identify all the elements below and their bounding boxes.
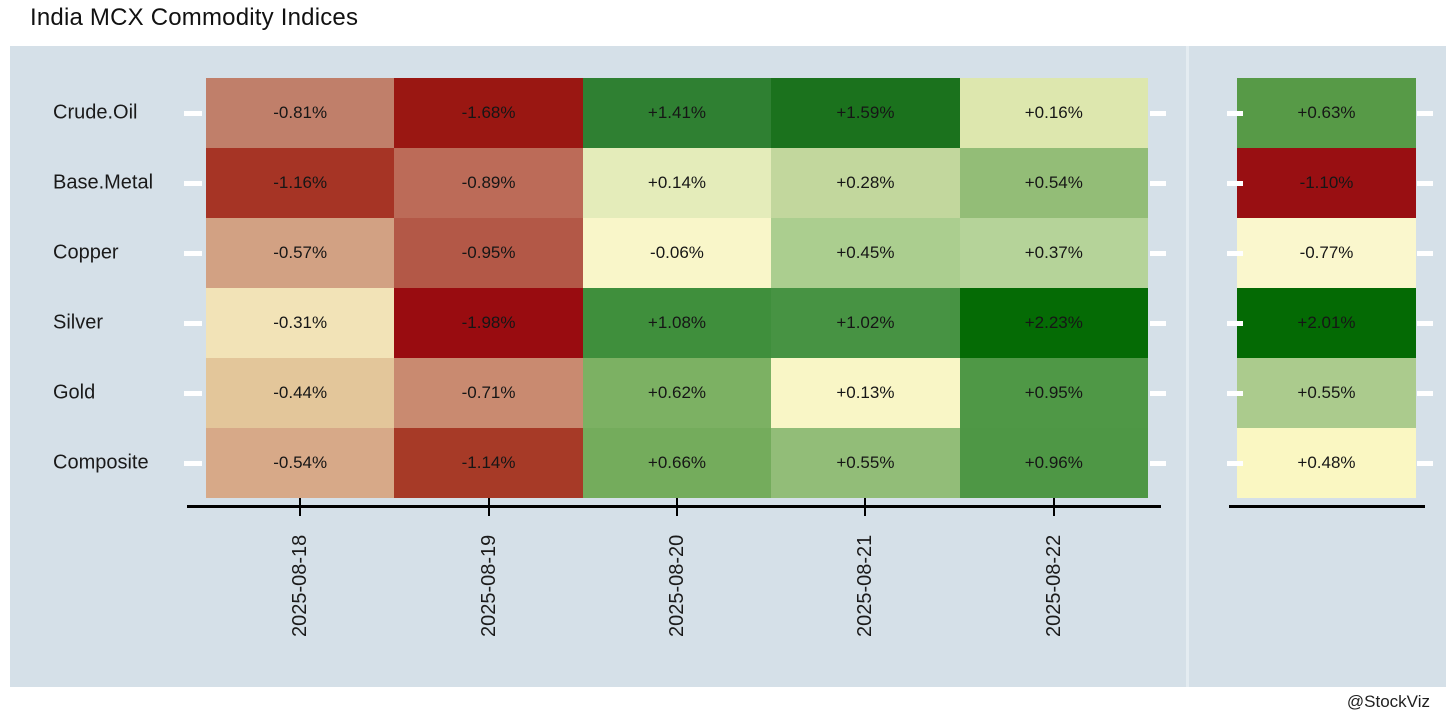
heatmap-cell: +1.41% [582,78,772,148]
x-axis-label: 2025-08-21 [854,534,877,637]
x-axis-line-summary [1229,505,1425,508]
summary-cell: -0.77% [1237,218,1416,288]
axis-tick-white [184,180,202,186]
x-axis-label: 2025-08-19 [477,534,500,637]
heatmap-cell: +1.59% [771,78,960,148]
heatmap-cell: -0.95% [394,218,583,288]
summary-cell: +0.55% [1237,358,1416,428]
axis-tick-white [184,390,202,396]
axis-tick-white [1150,110,1166,116]
row-label: Gold [53,381,96,404]
summary-cell: +0.63% [1237,78,1416,148]
axis-tick-white [1227,180,1243,186]
axis-tick-white [184,110,202,116]
axis-tick-white [1227,250,1243,256]
facet-divider [1186,46,1189,687]
heatmap-cell: -0.31% [206,288,395,358]
heatmap-cell: +0.95% [959,358,1148,428]
axis-tick-white [1227,390,1243,396]
axis-tick-white [1150,320,1166,326]
x-axis-label: 2025-08-22 [1042,534,1065,637]
row-label: Silver [53,311,104,334]
heatmap-cell: -0.81% [206,78,395,148]
heatmap-cell: +0.96% [959,428,1148,498]
heatmap-cell: +0.54% [959,148,1148,218]
heatmap-cell: -0.57% [206,218,395,288]
watermark: @StockViz [1346,692,1430,711]
summary-cell: -1.10% [1237,148,1416,218]
axis-tick-white [1150,250,1166,256]
heatmap-cell: +0.37% [959,218,1148,288]
heatmap-cell: +1.08% [582,288,772,358]
axis-tick-white [1417,390,1433,396]
axis-tick-white [184,250,202,256]
axis-tick-white [184,320,202,326]
heatmap-cell: +0.45% [771,218,960,288]
heatmap-cell: +2.23% [959,288,1148,358]
axis-tick-white [1150,390,1166,396]
row-label: Base.Metal [53,171,154,194]
row-label: Crude.Oil [53,101,138,124]
heatmap-cell: +0.14% [582,148,772,218]
summary-cell: +2.01% [1237,288,1416,358]
heatmap-cell: +0.66% [582,428,772,498]
heatmap-cell: +0.13% [771,358,960,428]
axis-tick-white [1150,180,1166,186]
heatmap-cell: -1.98% [394,288,583,358]
heatmap-cell: -0.89% [394,148,583,218]
heatmap-cell: -1.68% [394,78,583,148]
x-axis-label: 2025-08-20 [666,534,688,637]
axis-tick-white [1227,460,1243,466]
axis-tick-white [1227,110,1243,116]
x-axis-line [187,505,1161,508]
summary-cell: +0.48% [1237,428,1416,498]
heatmap-cell: +0.62% [582,358,772,428]
chart-title: India MCX Commodity Indices [30,4,359,31]
heatmap-cell: +0.16% [959,78,1148,148]
plot-panel: Crude.Oil Base.Metal Copper Silver Gold Compo… [10,46,1446,687]
heatmap-cell: -0.54% [206,428,395,498]
axis-tick-white [1417,320,1433,326]
axis-tick-white [1417,110,1433,116]
heatmap-cell: +0.28% [771,148,960,218]
heatmap-cell: -0.44% [206,358,395,428]
axis-tick-white [1227,320,1243,326]
axis-tick-white [184,460,202,466]
heatmap-cell: -0.71% [394,358,583,428]
heatmap-cell: +1.02% [771,288,960,358]
axis-tick-white [1417,250,1433,256]
heatmap-cell: -1.14% [394,428,583,498]
row-label: Composite [53,451,149,474]
axis-tick-white [1417,180,1433,186]
axis-tick-white [1417,460,1433,466]
heatmap-cell: -1.16% [206,148,395,218]
x-axis-label: 2025-08-18 [289,534,312,637]
heatmap-cell: -0.06% [582,218,772,288]
heatmap-cell: +0.55% [771,428,960,498]
row-label: Copper [53,241,119,264]
axis-tick-white [1150,460,1166,466]
